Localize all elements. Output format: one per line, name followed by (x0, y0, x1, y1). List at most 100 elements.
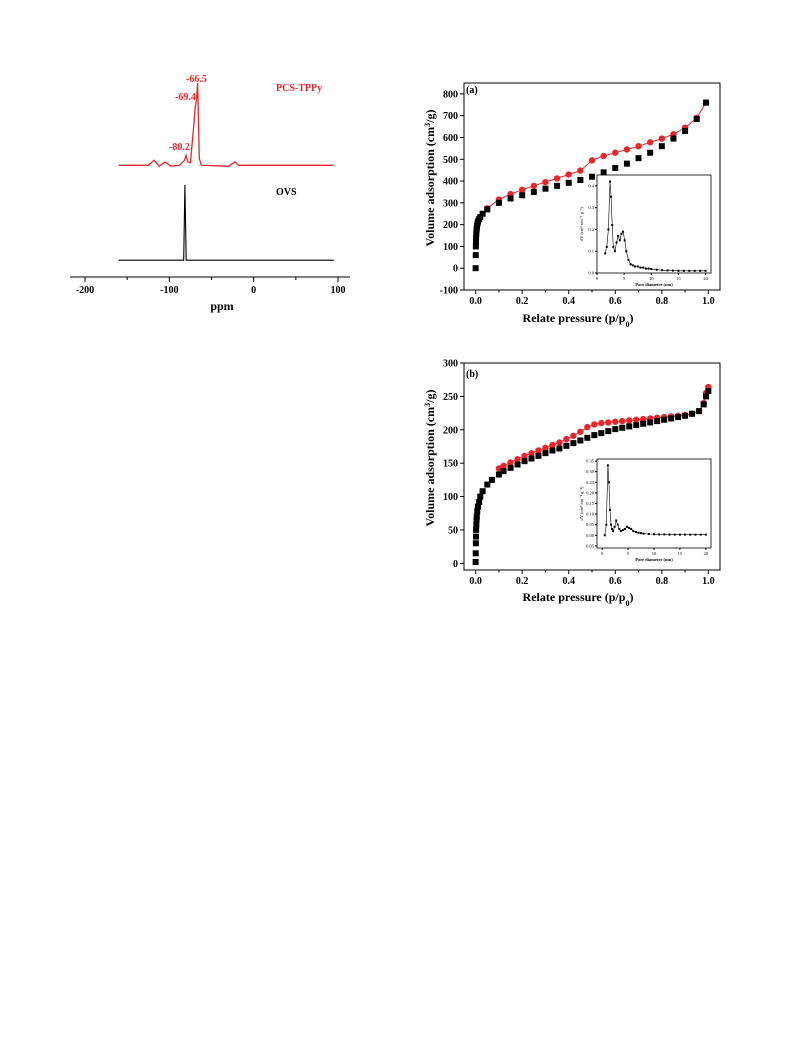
data-point-circle (570, 432, 577, 439)
inset-x-tick-label: 10 (652, 551, 657, 556)
data-point-square (554, 182, 561, 189)
isotherm-a-plot-area: 0.0 0.2 0.4 0.6 0.8 1.0-100010020030040050060… (440, 82, 721, 307)
data-point-square (472, 558, 479, 565)
data-point-circle (553, 175, 561, 182)
y-tick-label: 100 (443, 242, 458, 253)
inset-data-point (653, 533, 655, 536)
data-point-square (542, 185, 549, 192)
data-point-square (472, 252, 479, 259)
inset-data-point (694, 533, 697, 536)
peak-label-66-5: -66.5 (186, 74, 207, 85)
data-point-circle (518, 186, 526, 193)
panel-label-b: (b) (466, 369, 478, 380)
data-point-square (495, 199, 502, 206)
inset-data-point (666, 269, 669, 272)
data-point-circle (521, 452, 528, 460)
inset-data-point (639, 266, 642, 269)
isotherm-b-xlabel: Relate pressure (p/p0) (523, 590, 634, 608)
inset-data-point (613, 250, 616, 253)
data-point-square (477, 493, 484, 500)
data-point-square (658, 143, 665, 150)
data-point-square (591, 432, 598, 439)
pore-size-inset: 0 5 10 15 20 -0.05 0.00 0.05 0.10 0.15 0.20 0.25 0.3… (579, 458, 712, 562)
data-point-circle (584, 423, 591, 431)
inset-y-tick-label: 0.0 (588, 271, 594, 276)
x-tick-label: 0.0 (469, 296, 482, 307)
data-point-square (612, 164, 619, 171)
x-tick-label: 0.2 (516, 576, 529, 587)
nmr-series-line-ovs (118, 184, 334, 261)
data-point-circle (598, 419, 605, 427)
data-point-square (474, 503, 481, 510)
data-point-circle (542, 178, 549, 186)
inset-y-tick-label: -0.05 (585, 543, 595, 548)
data-point-square (507, 464, 514, 471)
inset-data-point (607, 228, 610, 231)
data-point-square (703, 393, 710, 400)
inset-data-point (637, 531, 640, 534)
inset-data-point (608, 508, 611, 511)
data-point-square (661, 416, 668, 423)
inset-data-point (655, 268, 658, 271)
data-point-circle (646, 139, 654, 146)
data-point-square (640, 420, 647, 427)
data-point-square (570, 440, 577, 447)
x-tick-label: 0.2 (516, 296, 529, 307)
data-point-square (577, 176, 584, 183)
data-point-square (589, 173, 595, 180)
nmr-x-tick-label: 100 (331, 285, 346, 296)
inset-x-tick-label: 5 (627, 551, 630, 556)
inset-data-point (618, 527, 621, 530)
y-tick-label: 150 (443, 459, 458, 470)
inset-data-point (618, 239, 621, 242)
data-point-circle (495, 465, 503, 472)
y-tick-label: 300 (443, 198, 458, 209)
data-point-square (584, 434, 591, 441)
data-point-square (612, 426, 619, 433)
inset-data-point (613, 525, 616, 528)
nmr-plot-area: -200 -100 0 100 (70, 82, 350, 296)
inset-data-point (620, 232, 623, 235)
inset-y-tick-label: 0.15 (586, 501, 595, 506)
inset-data-point (632, 530, 635, 533)
nmr-xlabel: ppm (210, 299, 233, 313)
data-point-circle (619, 417, 626, 425)
data-point-square (689, 410, 696, 417)
data-point-square (619, 424, 626, 431)
x-tick-label: 0.0 (469, 576, 482, 587)
inset-y-tick-label: 0.1 (588, 249, 594, 254)
data-point-square (473, 521, 480, 528)
data-point-square (675, 414, 682, 421)
data-point-square (473, 234, 480, 241)
data-point-square (473, 230, 480, 237)
data-point-square (563, 442, 570, 449)
inset-data-point (642, 266, 645, 269)
data-point-square (693, 115, 700, 122)
inset-data-point (603, 534, 606, 537)
inset-data-point (611, 224, 614, 227)
data-point-square (626, 423, 633, 430)
inset-data-point (615, 519, 618, 522)
data-point-square (682, 127, 689, 134)
data-point-circle (612, 418, 619, 425)
isotherm-a-xlabel: Relate pressure (p/p0) (523, 311, 634, 329)
data-point-square (670, 135, 677, 142)
inset-data-point (615, 241, 618, 244)
inset-y-tick-label: 0.30 (586, 469, 595, 474)
data-point-square (654, 418, 661, 425)
data-point-square (577, 437, 584, 444)
inset-x-tick-label: 10 (649, 276, 654, 281)
peak-label-80-2: -80.2 (169, 142, 190, 153)
data-point-square (635, 155, 642, 162)
data-point-circle (507, 459, 514, 466)
inset-y-tick-label: 0.4 (588, 183, 594, 188)
data-point-square (528, 455, 535, 462)
data-point-circle (577, 167, 584, 174)
inset-data-point (699, 533, 702, 536)
isotherm-b-plot-area: 0.0 0.2 0.4 0.6 0.8 1.0 0 50 100 150 200 250 300 0 5 10… (443, 359, 721, 587)
inset-xlabel: Pore diameter (nm) (635, 282, 673, 287)
data-point-square (477, 214, 484, 221)
inset-data-point (704, 269, 707, 272)
